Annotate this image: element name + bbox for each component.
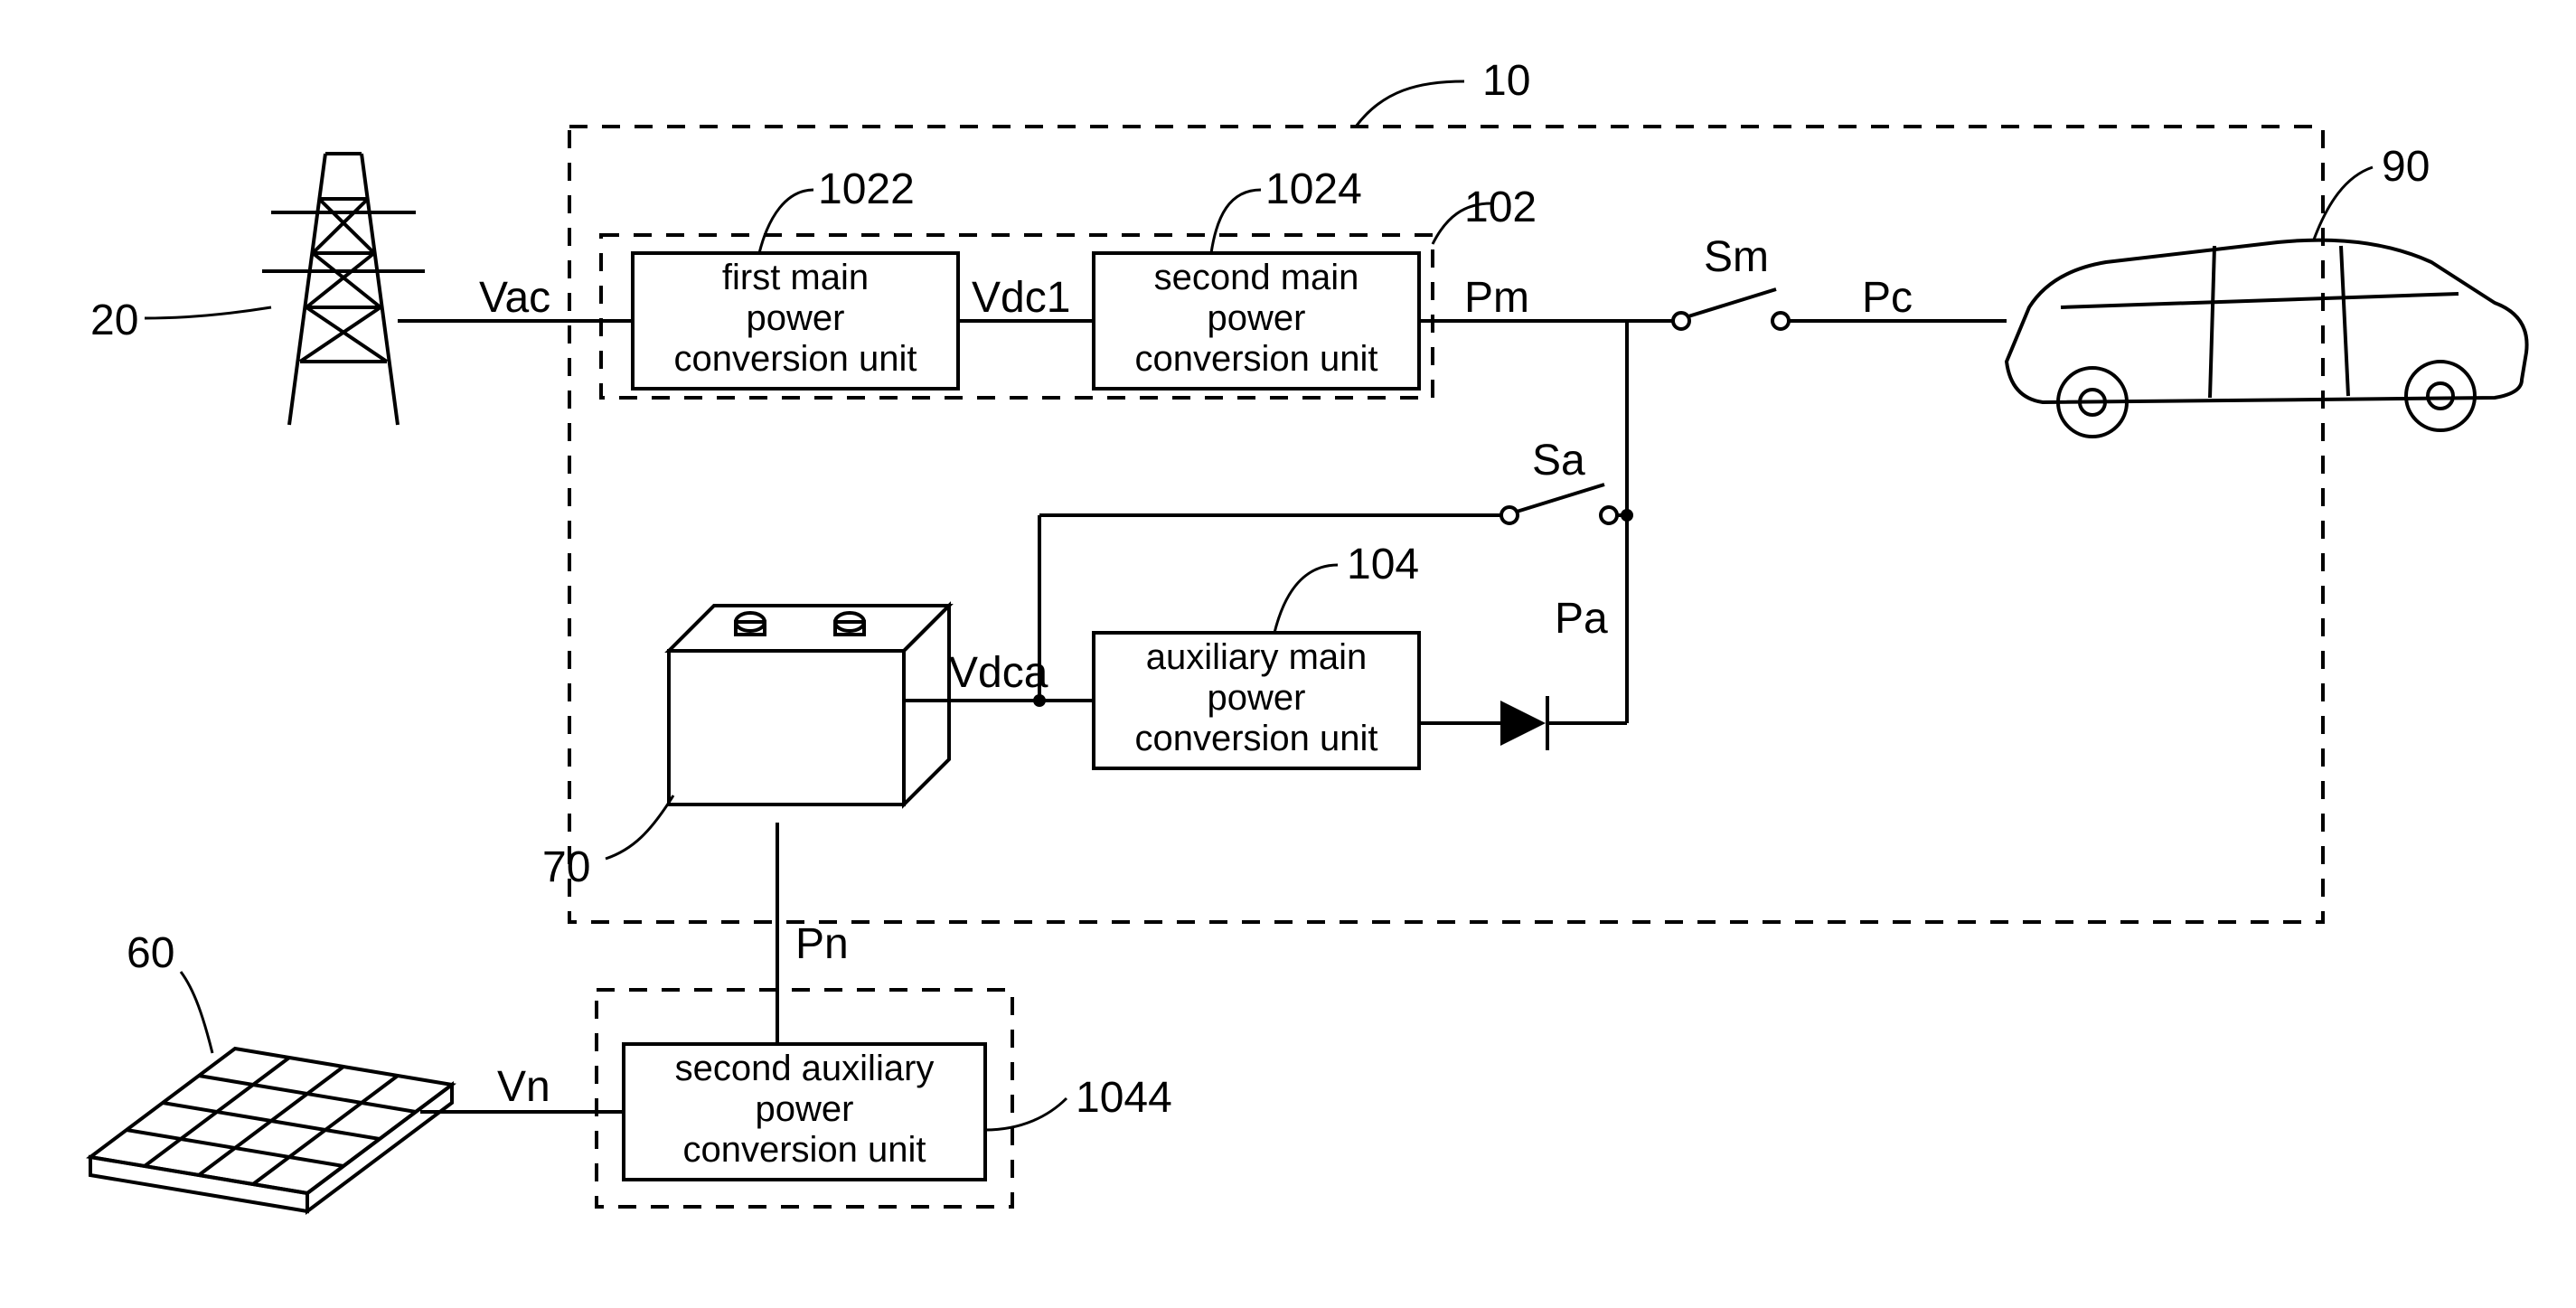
label-pa: Pa (1555, 595, 1608, 643)
label-pc: Pc (1862, 274, 1913, 322)
diode-pa (1500, 696, 1547, 750)
ref-1022: 1022 (818, 165, 915, 213)
box-1024-line2: power (1208, 298, 1306, 338)
car-icon (2007, 240, 2527, 437)
box-104-line3: conversion unit (1134, 719, 1377, 758)
label-vn: Vn (497, 1063, 550, 1111)
node-2 (1033, 694, 1046, 707)
label-vdc1: Vdc1 (972, 274, 1070, 322)
diagram-canvas: 10 102 first main power conversion unit … (0, 0, 2576, 1308)
label-vdca: Vdca (949, 649, 1048, 697)
tower-icon (262, 154, 434, 425)
ref-1044: 1044 (1076, 1074, 1172, 1122)
ref-1024: 1024 (1265, 165, 1362, 213)
label-sm: Sm (1704, 233, 1769, 281)
leader-10 (1356, 81, 1464, 127)
battery-icon (669, 606, 949, 805)
label-pm: Pm (1464, 274, 1529, 322)
box-1044-line1: second auxiliary (675, 1049, 935, 1088)
box-1044-line3: conversion unit (682, 1130, 926, 1170)
label-pn: Pn (795, 920, 849, 968)
leader-104 (1274, 565, 1338, 633)
leader-1024 (1211, 190, 1261, 253)
box-1022-line3: conversion unit (673, 339, 917, 379)
node-1 (1621, 509, 1633, 522)
ref-70: 70 (542, 843, 590, 891)
box-1022-line2: power (747, 298, 845, 338)
box-104-line1: auxiliary main (1146, 637, 1368, 677)
ref-20: 20 (90, 296, 138, 344)
ref-10: 10 (1482, 57, 1530, 105)
switch-sm (1673, 289, 1789, 329)
leader-1022 (759, 190, 813, 253)
box-104-line2: power (1208, 678, 1306, 718)
leader-70 (606, 795, 673, 859)
ref-90: 90 (2382, 143, 2430, 191)
ref-60: 60 (127, 929, 174, 977)
ref-104: 104 (1347, 541, 1419, 588)
switch-sa (1501, 485, 1617, 523)
box-1024-line1: second main (1154, 258, 1359, 297)
box-1024-line3: conversion unit (1134, 339, 1377, 379)
solar-icon (90, 1049, 452, 1211)
ref-102: 102 (1464, 183, 1537, 231)
leader-20 (145, 307, 271, 318)
box-1044-line2: power (756, 1089, 854, 1129)
leader-60 (181, 972, 212, 1053)
box-1022-line1: first main (722, 258, 869, 297)
label-sa: Sa (1532, 437, 1585, 485)
leader-1044 (985, 1098, 1067, 1130)
label-vac: Vac (479, 274, 550, 322)
